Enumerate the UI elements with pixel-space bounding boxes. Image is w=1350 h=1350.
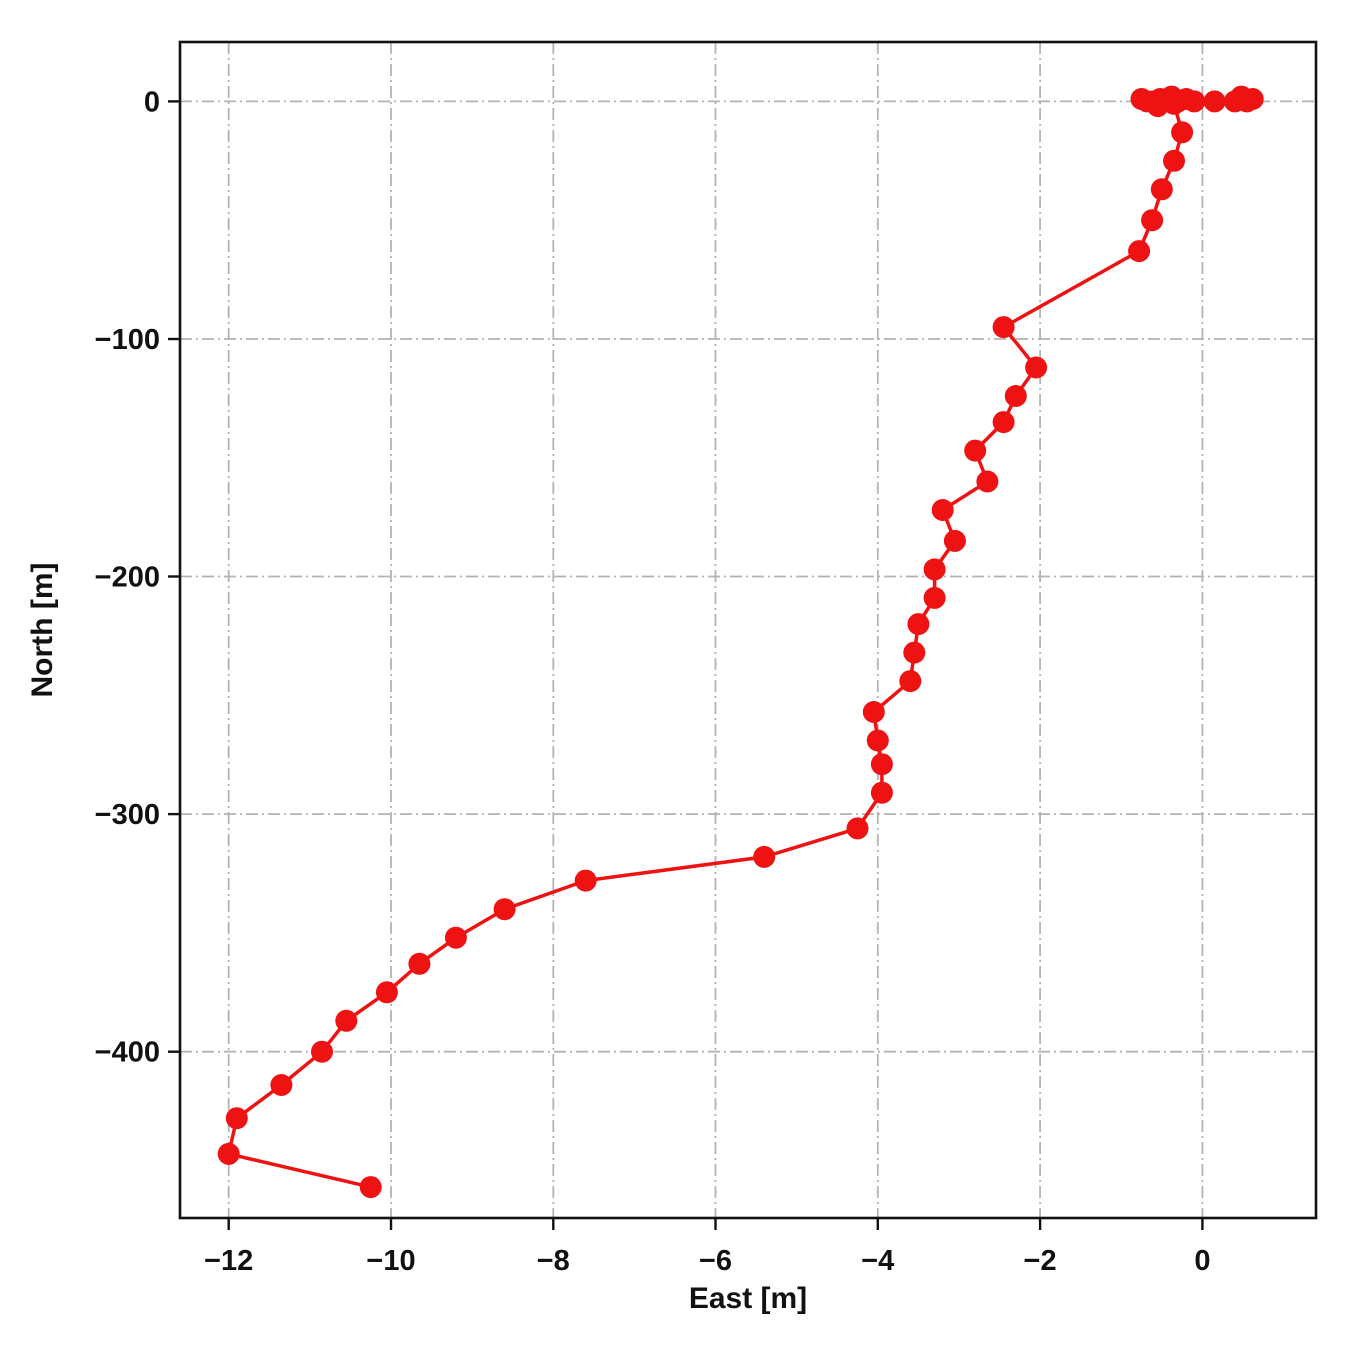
x-tick-label: 0 [1194,1245,1210,1277]
trajectory-line [226,94,1255,1189]
data-point-marker [870,753,893,776]
y-tick-label: −200 [95,562,160,594]
data-point-marker [964,439,987,462]
data-point-marker [359,1176,382,1199]
data-point-marker [1150,178,1173,201]
plot-border [178,40,1318,1220]
data-point-marker [1128,240,1151,263]
data-point-marker [899,670,922,693]
y-axis-label: North [m] [26,563,59,698]
data-point-marker [976,470,999,493]
y-tick-label: −100 [95,324,160,356]
gridlines [180,42,1316,1218]
data-point-marker [311,1040,333,1063]
axis-ticks: −12 −10 −8 −6 −4 −2 00−100−200−300−400 [95,86,1211,1277]
data-point-marker [574,869,597,892]
data-point-marker [1203,90,1226,113]
data-point-marker [1163,149,1185,172]
data-point-marker [270,1074,293,1096]
trajectory-series [217,85,1264,1199]
data-point-marker [217,1142,240,1165]
y-tick-label: 0 [144,86,160,118]
data-point-marker [1141,209,1164,232]
data-point-marker [1025,356,1048,379]
data-point-marker [931,499,954,521]
data-point-marker [1223,90,1246,113]
data-point-marker [903,641,926,664]
data-point-marker [753,845,776,868]
data-point-marker [1163,92,1185,115]
data-point-marker [1004,385,1027,407]
x-tick-label: −12 [204,1245,253,1277]
data-point-marker [408,952,431,975]
data-point-marker [375,981,398,1004]
data-point-marker [870,781,893,804]
y-tick-label: −300 [95,799,160,831]
y-tick-label: −400 [95,1037,160,1069]
x-axis-label: East [m] [689,1282,807,1315]
x-tick-label: −4 [861,1245,894,1277]
data-point-marker [1146,95,1169,118]
data-point-marker [923,586,946,609]
data-point-marker [923,558,946,581]
data-point-marker [992,316,1015,339]
data-point-marker [907,613,930,636]
x-tick-label: −6 [699,1245,732,1277]
data-point-marker [444,926,467,949]
data-point-marker [943,529,966,552]
data-point-marker [335,1009,358,1032]
data-point-marker [992,411,1015,434]
data-point-marker [493,898,516,921]
data-point-marker [866,729,889,752]
data-point-marker [846,817,869,840]
data-point-marker [1171,121,1194,144]
data-point-marker [862,701,885,723]
data-point-marker [225,1107,248,1130]
x-tick-label: −8 [537,1245,570,1277]
x-tick-label: −10 [366,1245,415,1277]
x-tick-label: −2 [1024,1245,1057,1277]
